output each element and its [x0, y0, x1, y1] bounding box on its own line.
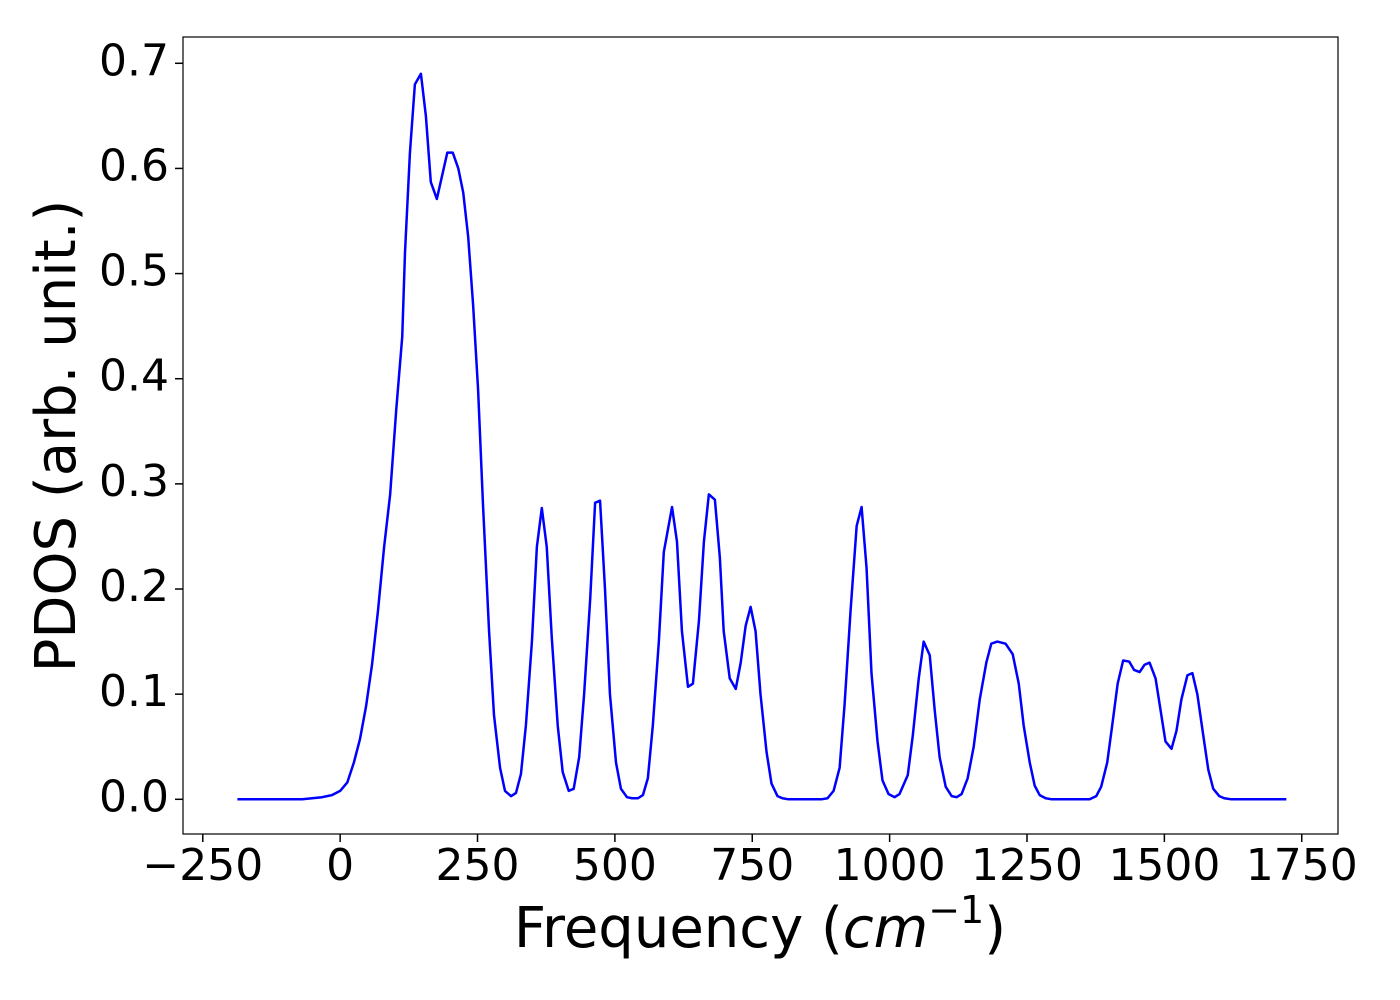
y-tick-label: 0.2	[99, 561, 169, 612]
y-tick-label: 0.0	[99, 771, 169, 822]
x-axis-label: Frequency (cm−1)	[514, 888, 1006, 962]
x-tick-label: 0	[326, 840, 354, 891]
y-tick-label: 0.5	[99, 246, 169, 297]
y-tick-label: 0.4	[99, 351, 169, 402]
x-label-unit: cm	[843, 896, 928, 961]
y-tick-label: 0.6	[99, 140, 169, 191]
line	[237, 72, 1287, 801]
x-tick-label: 1750	[1246, 840, 1358, 891]
x-label-close: )	[984, 896, 1006, 961]
x-label-text: Frequency (	[514, 896, 843, 961]
x-tick-label: 1000	[834, 840, 946, 891]
x-tick-label: 750	[710, 840, 794, 891]
y-axis-label: PDOS (arb. unit.)	[24, 200, 89, 673]
plot-frame	[182, 36, 1339, 835]
x-tick-label: −250	[142, 840, 263, 891]
x-label-exponent: −1	[928, 888, 984, 932]
x-tick-label: 1250	[971, 840, 1083, 891]
y-tick-label: 0.3	[99, 456, 169, 507]
x-tick-label: 250	[436, 840, 520, 891]
x-tick-label: 1500	[1108, 840, 1220, 891]
y-tick-label: 0.1	[99, 666, 169, 717]
y-tick-label: 0.7	[99, 35, 169, 86]
x-tick-label: 500	[573, 840, 657, 891]
